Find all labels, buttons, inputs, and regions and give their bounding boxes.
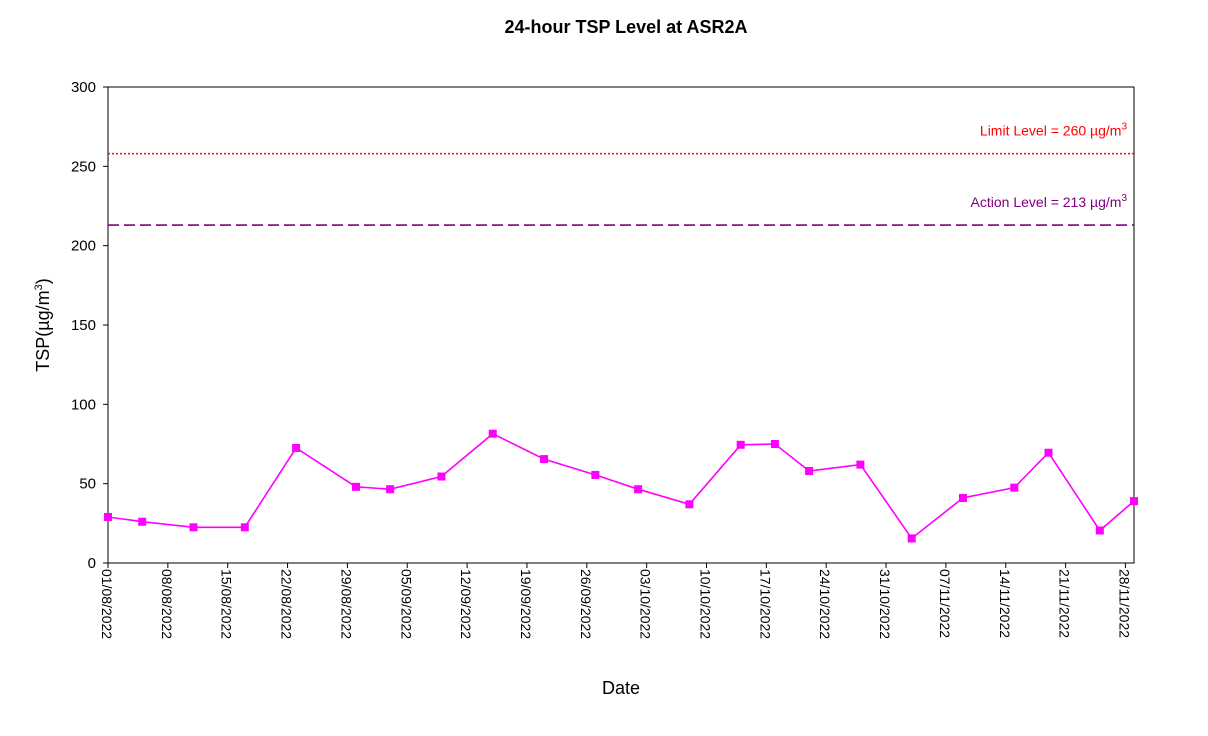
x-tick-label: 29/08/2022: [338, 569, 354, 639]
plot-area: [107, 86, 1135, 564]
x-tick-label: 31/10/2022: [877, 569, 893, 639]
data-point: [736, 440, 745, 449]
x-tick-label: 08/08/2022: [159, 569, 175, 639]
data-point: [685, 500, 694, 509]
x-tick-label: 22/08/2022: [279, 569, 295, 639]
data-point: [1130, 497, 1138, 506]
data-point: [856, 460, 865, 469]
data-point: [959, 493, 967, 502]
data-point: [437, 472, 446, 481]
y-tick-label: 200: [71, 238, 96, 255]
x-axis-title: Date: [602, 678, 640, 698]
data-point: [1044, 448, 1053, 457]
x-tick-label: 24/10/2022: [817, 569, 833, 639]
x-tick-label: 17/10/2022: [757, 569, 773, 639]
x-tick-label: 15/08/2022: [219, 569, 235, 639]
data-point: [540, 455, 549, 464]
y-tick-label: 300: [71, 79, 96, 96]
x-tick-label: 10/10/2022: [698, 569, 714, 639]
x-tick-label: 01/08/2022: [99, 569, 115, 639]
data-point: [488, 429, 497, 438]
data-point: [805, 466, 814, 475]
y-tick-label: 250: [71, 158, 96, 175]
data-point: [770, 440, 779, 448]
chart-title: 24-hour TSP Level at ASR2A: [504, 17, 748, 37]
x-tick-label: 03/10/2022: [638, 569, 654, 639]
data-point: [634, 485, 643, 494]
action-level-label: Action Level = 213 µg/m3: [971, 193, 1128, 210]
x-tick-label: 07/11/2022: [937, 569, 953, 638]
data-point: [386, 485, 395, 494]
data-point: [138, 517, 147, 526]
y-tick-label: 50: [79, 476, 96, 493]
x-tick-label: 05/09/2022: [398, 569, 414, 639]
data-point: [189, 523, 198, 532]
data-point: [240, 523, 249, 532]
data-point: [907, 534, 916, 543]
data-point: [104, 512, 112, 521]
series-line: [107, 432, 1135, 540]
data-point: [1095, 526, 1104, 535]
x-tick-label: 14/11/2022: [997, 569, 1013, 638]
y-tick-label: 150: [71, 317, 96, 334]
x-tick-label: 28/11/2022: [1116, 569, 1132, 638]
data-point: [591, 470, 600, 479]
x-tick-label: 26/09/2022: [578, 569, 594, 639]
x-tick-label: 12/09/2022: [458, 569, 474, 639]
y-axis-title: TSP(µg/m3): [33, 278, 53, 372]
data-point: [351, 482, 360, 491]
x-tick-label: 19/09/2022: [518, 569, 534, 639]
x-tick-label: 21/11/2022: [1057, 569, 1073, 638]
y-tick-label: 100: [71, 396, 96, 413]
y-tick-label: 0: [88, 555, 96, 572]
limit-level-label: Limit Level = 260 µg/m3: [980, 122, 1128, 139]
data-point: [1010, 483, 1019, 492]
data-point: [292, 443, 301, 452]
